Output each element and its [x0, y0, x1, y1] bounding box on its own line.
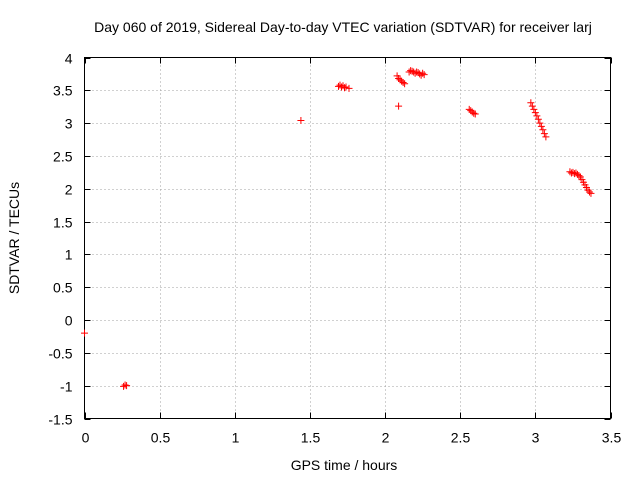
x-tick-label: 1: [232, 430, 240, 446]
x-tick-label: 0.5: [151, 430, 171, 446]
x-tick-label: 0: [82, 430, 90, 446]
data-point: [585, 188, 593, 196]
y-tick-label: 4: [65, 51, 73, 67]
y-tick-label: 2.5: [53, 149, 73, 165]
data-point: [395, 102, 403, 110]
x-axis-label: GPS time / hours: [291, 457, 398, 473]
data-point: [470, 109, 478, 117]
data-point: [416, 70, 424, 78]
y-axis-label: SDTVAR / TECUs: [6, 182, 22, 294]
data-point: [297, 117, 305, 125]
data-point: [575, 172, 583, 180]
data-point: [340, 84, 348, 92]
data-point: [420, 71, 428, 79]
data-point: [539, 126, 547, 134]
y-tick-label: 1.5: [53, 215, 73, 231]
data-point: [334, 82, 342, 90]
data-point: [401, 80, 409, 88]
y-tick-labels: -1.5 -1 -0.5 0 0.5 1 1.5 2 2.5 3 3.5 4: [48, 51, 72, 428]
y-tick-label: 1: [65, 247, 73, 263]
y-tick-label: 0.5: [53, 280, 73, 296]
axis-ticks: [84, 57, 612, 420]
y-tick-label: -0.5: [48, 346, 72, 362]
x-tick-label: 2.5: [451, 430, 471, 446]
data-point: [345, 84, 353, 92]
data-points: [81, 67, 595, 390]
data-point: [542, 133, 550, 141]
y-tick-label: -1: [60, 379, 73, 395]
data-point: [530, 105, 538, 113]
y-tick-label: 2: [65, 182, 73, 198]
data-point: [419, 69, 427, 77]
data-point: [534, 115, 542, 123]
data-point: [537, 122, 545, 130]
y-tick-label: 0: [65, 313, 73, 329]
x-tick-labels: 0 0.5 1 1.5 2 2.5 3 3.5: [82, 430, 622, 446]
x-tick-label: 3.5: [602, 430, 622, 446]
data-point: [342, 83, 350, 91]
data-point: [411, 69, 419, 77]
plot-frame: [84, 57, 611, 419]
data-point: [527, 99, 535, 107]
data-point: [121, 381, 129, 389]
data-point: [407, 67, 415, 75]
y-tick-label: 3: [65, 116, 73, 132]
data-point: [81, 329, 88, 337]
chart-title: Day 060 of 2019, Sidereal Day-to-day VTE…: [94, 19, 592, 35]
data-point: [528, 102, 536, 110]
data-point: [123, 382, 131, 390]
data-point: [120, 382, 128, 390]
data-point: [471, 110, 479, 118]
data-point: [570, 170, 578, 178]
data-point: [533, 112, 541, 120]
data-point: [531, 109, 539, 117]
data-point: [399, 78, 407, 86]
y-tick-label: 3.5: [53, 83, 73, 99]
data-point: [540, 130, 548, 138]
data-point: [536, 119, 544, 127]
x-tick-label: 3: [532, 430, 540, 446]
y-tick-label: -1.5: [48, 412, 72, 428]
data-point: [566, 168, 574, 176]
x-tick-label: 2: [382, 430, 390, 446]
x-tick-label: 1.5: [301, 430, 321, 446]
data-point: [587, 189, 595, 197]
grid-lines: [84, 57, 611, 419]
data-point: [569, 168, 577, 176]
